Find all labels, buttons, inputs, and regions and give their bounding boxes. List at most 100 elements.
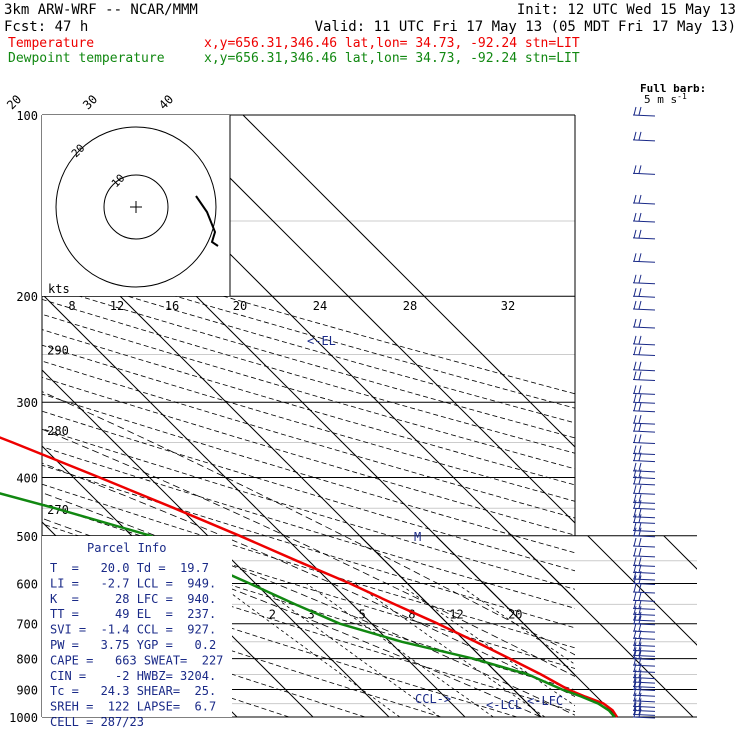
wind-barb <box>632 165 656 175</box>
hodograph-ring <box>55 126 217 288</box>
barb-key-label: Full barb: <box>640 82 706 95</box>
wind-barb <box>632 335 656 346</box>
isotherm-line <box>319 115 740 717</box>
isotherm-line <box>42 369 390 717</box>
wind-barb <box>632 537 656 548</box>
model-title: 3km ARW-WRF -- NCAR/MMM <box>4 2 198 18</box>
wind-barb <box>632 592 656 602</box>
parcel-info-row: SVI = -1.4 CCL = 927. <box>50 623 216 637</box>
wind-barb <box>632 514 656 524</box>
pressure-tick-label: 1000 <box>9 711 38 725</box>
dry-adiabat <box>42 298 575 454</box>
wind-barb <box>632 253 656 263</box>
parcel-info-row: CELL = 287/23 <box>50 715 144 729</box>
wind-barb <box>632 687 656 697</box>
dewpoint-profile <box>0 492 616 718</box>
wind-barb <box>632 547 656 558</box>
mixing-ratio-label: 2 <box>269 608 276 622</box>
parcel-info-title: Parcel Info <box>87 541 166 555</box>
pressure-tick-label: 500 <box>16 530 38 544</box>
wind-barb <box>632 500 656 510</box>
isotherm-label: 30 <box>80 92 100 112</box>
dry-adiabat <box>42 329 575 486</box>
wind-barb <box>632 212 656 223</box>
mixing-ratio-line <box>255 583 441 717</box>
wind-barb <box>632 650 656 661</box>
wind-barb <box>632 527 656 538</box>
theta-label: 280 <box>47 424 69 438</box>
pressure-tick-label: 300 <box>16 396 38 410</box>
theta-label: 290 <box>47 344 69 358</box>
legend-dewpoint: Dewpoint temperature <box>8 51 165 66</box>
wind-barb <box>632 361 656 372</box>
pressure-tick-label: 400 <box>16 471 38 485</box>
wind-barb <box>632 131 656 142</box>
mixing-ratio-line <box>305 583 494 717</box>
wind-barb <box>632 669 656 680</box>
wind-barb <box>632 706 656 716</box>
wind-barb <box>632 494 656 504</box>
pressure-tick-label: 900 <box>16 683 38 697</box>
temperature-profile <box>0 436 619 718</box>
wind-barb <box>632 708 656 719</box>
parcel-info-row: SREH = 122 LAPSE= 6.7 <box>50 700 216 714</box>
sounding-annotation: M <box>414 530 421 544</box>
wind-barb <box>632 557 656 567</box>
parcel-info-row: CAPE = 663 SWEAT= 227 <box>50 653 223 667</box>
parcel-info-row: LI = -2.7 LCL = 949. <box>50 576 216 590</box>
wind-barb <box>632 288 656 298</box>
wind-barb <box>632 642 656 652</box>
wind-barb <box>632 656 656 667</box>
dry-adiabats <box>42 242 575 717</box>
wind-barb <box>632 452 656 463</box>
moist-adiabat <box>42 492 575 716</box>
pressure-tick-label: 800 <box>16 653 38 667</box>
pressure-tick-label: 700 <box>16 618 38 632</box>
legend-temperature: Temperature <box>8 36 94 51</box>
parcel-info-row: TT = 49 EL = 237. <box>50 607 216 621</box>
isotherms-low <box>319 115 740 717</box>
wind-barb <box>632 318 656 329</box>
wind-barb <box>632 678 656 689</box>
mixing-ratio-label: 12 <box>449 608 463 622</box>
hodograph-speed-tick: 28 <box>403 299 417 313</box>
wind-barb <box>632 508 656 519</box>
wind-barb <box>632 647 656 657</box>
hodograph-speed-tick: 8 <box>68 299 75 313</box>
dry-adiabat <box>42 313 575 470</box>
sounding-annotation: <-LCL <box>486 698 522 712</box>
dry-adiabat <box>42 464 575 629</box>
sounding-annotation: CCL-> <box>415 692 451 706</box>
wind-barb <box>632 692 656 703</box>
barb-key-units: 5 m s-1 <box>644 92 687 106</box>
dry-adiabat <box>42 565 518 717</box>
moist-adiabat <box>42 517 542 717</box>
dry-adiabat <box>42 544 575 713</box>
parcel-info-panel <box>42 536 232 717</box>
wind-barb <box>632 663 656 673</box>
moist-adiabat <box>42 391 575 656</box>
wind-barb <box>632 415 656 425</box>
dewpoint-location: x,y=656.31,346.46 lat,lon= 34.73, -92.24… <box>204 51 580 66</box>
isotherm-line <box>587 536 697 646</box>
wind-barb <box>632 698 656 708</box>
wind-barb <box>632 564 656 574</box>
parcel-info-row: PW = 3.75 YGP = 0.2 <box>50 638 216 652</box>
wind-barb <box>632 637 656 647</box>
parcel-info-rows: T = 20.0 Td = 19.7LI = -2.7 LCL = 949. K … <box>50 561 223 729</box>
hodograph-unit: kts <box>48 282 70 296</box>
skewt-labels: 100200300400500600700800900100023581220-… <box>4 92 563 725</box>
mixing-ratio-line <box>398 583 575 707</box>
dry-adiabat <box>42 270 575 424</box>
isotherm-line <box>166 115 575 524</box>
mixing-ratio-line <box>217 583 401 717</box>
mixing-ratio-line <box>456 583 575 665</box>
pressure-tick-label: 100 <box>16 109 38 123</box>
hodograph-trace <box>195 195 219 247</box>
hodograph-speed-tick: 12 <box>110 299 124 313</box>
mixing-ratio-line <box>354 583 546 717</box>
mixing-ratio-label: 3 <box>308 608 315 622</box>
